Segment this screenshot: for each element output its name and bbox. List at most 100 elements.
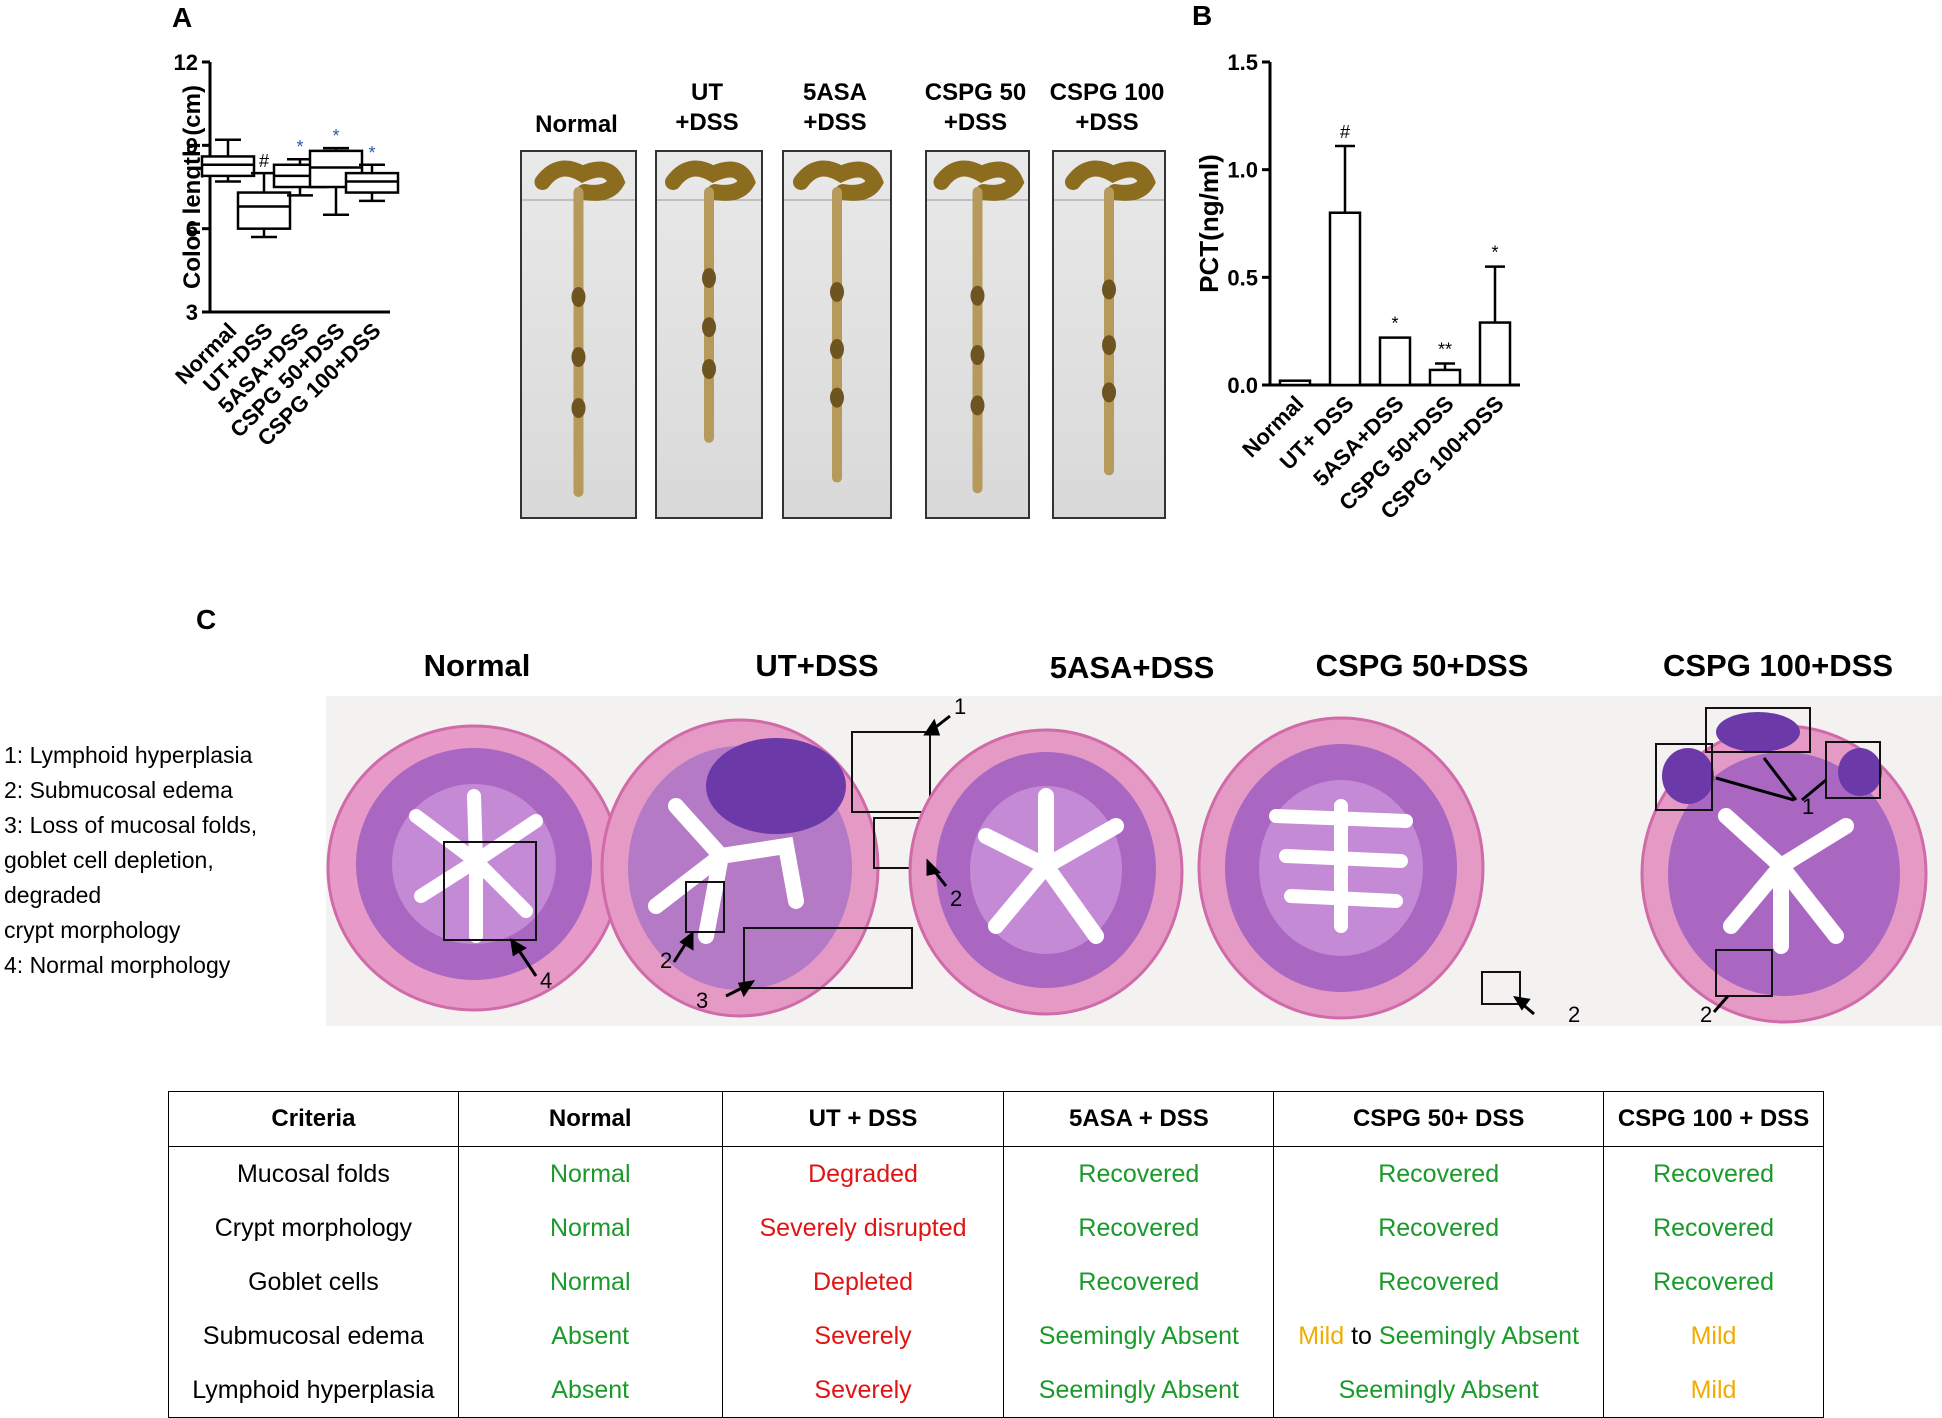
colon-cecum — [793, 160, 884, 201]
table-row: Lymphoid hyperplasia Absent Severely See… — [168, 1363, 1824, 1418]
table-cell: Recovered — [1603, 1146, 1824, 1201]
marker-box — [1825, 741, 1881, 799]
table-row: Goblet cells Normal Depleted Recovered R… — [168, 1255, 1824, 1309]
table-cell: Seemingly Absent — [1273, 1363, 1605, 1418]
table-row: Crypt morphology Normal Severely disrupt… — [168, 1201, 1824, 1255]
fecal-pellet — [702, 268, 716, 289]
mixed-mild: Mild — [1298, 1321, 1345, 1350]
marker-4-normal: 4 — [540, 968, 552, 993]
table-header: 5ASA + DSS — [1003, 1091, 1275, 1147]
y-tick-label: 1.5 — [1227, 50, 1258, 75]
significance-mark: * — [1491, 243, 1498, 263]
fecal-pellet — [830, 339, 844, 360]
marker-box — [1481, 971, 1521, 1005]
row-criterion: Submucosal edema — [168, 1309, 459, 1363]
row-criterion: Lymphoid hyperplasia — [168, 1363, 459, 1418]
legend-line: crypt morphology — [4, 917, 181, 943]
mixed-connector: to — [1351, 1321, 1372, 1350]
y-axis-label: PCT(ng/ml) — [1194, 154, 1224, 293]
fecal-pellet — [571, 398, 586, 418]
panel-a-label: A — [172, 2, 193, 33]
legend-line: 4: Normal morphology — [4, 952, 231, 978]
colon-cecum — [933, 160, 1025, 201]
histology-legend: 1: Lymphoid hyperplasia 2: Submucosal ed… — [4, 738, 257, 983]
histology-title-cspg100-dss: CSPG 100+DSS — [1662, 648, 1894, 683]
marker-box — [743, 927, 913, 989]
colon-photo — [655, 150, 763, 519]
table-cell: Normal — [457, 1255, 723, 1309]
bar — [1478, 321, 1512, 387]
colon-specimen — [522, 160, 635, 497]
histology-title-cspg50-dss: CSPG 50+DSS — [1315, 648, 1529, 683]
mixed-absent: Seemingly Absent — [1378, 1321, 1580, 1350]
legend-line: degraded — [4, 882, 102, 908]
fecal-pellet — [970, 285, 985, 306]
row-criterion: Goblet cells — [168, 1255, 459, 1309]
section-5asa-dss — [908, 728, 1184, 1016]
marker-2-ut: 2 — [950, 886, 962, 911]
table-cell: Mild — [1603, 1309, 1824, 1363]
section-normal — [326, 724, 622, 1012]
bar — [1428, 368, 1462, 387]
table-cell: Recovered — [1273, 1201, 1605, 1255]
section-cspg50-dss — [1197, 716, 1521, 1020]
table-header: CSPG 100 + DSS — [1603, 1091, 1824, 1147]
table-row: Submucosal edema Absent Severely Seeming… — [168, 1309, 1824, 1363]
table-cell: Absent — [457, 1309, 723, 1363]
box — [236, 191, 292, 230]
table-cell: Recovered — [1273, 1255, 1605, 1309]
colon-photo-label: CSPG 100 +DSS — [1049, 79, 1165, 136]
fecal-pellet — [1102, 382, 1116, 403]
row-criterion: Mucosal folds — [168, 1146, 459, 1201]
significance-mark: # — [259, 151, 269, 171]
marker-3-ut: 3 — [696, 988, 708, 1013]
annotation-arrows — [510, 714, 1827, 1016]
y-tick-label: 0.0 — [1227, 373, 1258, 398]
table-cell: Normal — [457, 1201, 723, 1255]
marker-box — [1705, 707, 1811, 753]
table-cell: Seemingly Absent — [1003, 1309, 1275, 1363]
colon-photo-label: Normal — [535, 111, 618, 138]
marker-1-ut: 1 — [954, 696, 966, 719]
table-cell: Severely — [721, 1309, 1005, 1363]
table-cell: Absent — [457, 1363, 723, 1418]
fecal-pellet — [970, 345, 985, 366]
table-row: Mucosal folds Normal Degraded Recovered … — [168, 1146, 1824, 1201]
significance-mark: * — [296, 137, 303, 157]
colon-specimen — [927, 160, 1028, 494]
legend-line: 3: Loss of mucosal folds, — [4, 812, 258, 838]
table-cell: Recovered — [1003, 1255, 1275, 1309]
marker-box — [443, 841, 537, 941]
bar — [1328, 211, 1362, 387]
table-header-row: Criteria Normal UT + DSS 5ASA + DSS CSPG… — [168, 1091, 1824, 1147]
fecal-pellet — [702, 358, 716, 379]
fecal-pellet — [571, 347, 586, 367]
bar — [1278, 379, 1312, 387]
criteria-table: Criteria Normal UT + DSS 5ASA + DSS CSPG… — [168, 1091, 1824, 1418]
y-tick-label: 3 — [186, 300, 198, 325]
colon-photo — [520, 150, 637, 519]
fecal-pellet — [830, 387, 844, 408]
box — [344, 171, 400, 194]
significance-mark: * — [1391, 314, 1398, 334]
table-cell: Severely — [721, 1363, 1005, 1418]
marker-box — [851, 731, 931, 813]
significance-mark: # — [1340, 122, 1350, 142]
box — [200, 155, 256, 178]
table-header: Criteria — [168, 1091, 459, 1147]
y-tick-label: 0.5 — [1227, 265, 1258, 290]
fecal-pellet — [970, 395, 985, 416]
table-cell: Depleted — [721, 1255, 1005, 1309]
fecal-pellet — [571, 287, 586, 307]
table-cell: Seemingly Absent — [1003, 1363, 1275, 1418]
legend-line: goblet cell depletion, — [4, 847, 214, 873]
histology-title-ut-dss: UT+DSS — [755, 648, 879, 683]
colon-photo-label: UT +DSS — [675, 79, 739, 136]
table-cell: Recovered — [1003, 1201, 1275, 1255]
fecal-pellet — [1102, 279, 1116, 300]
table-cell: Degraded — [721, 1146, 1005, 1201]
significance-mark: * — [368, 143, 375, 163]
colon-cecum — [1065, 160, 1156, 201]
